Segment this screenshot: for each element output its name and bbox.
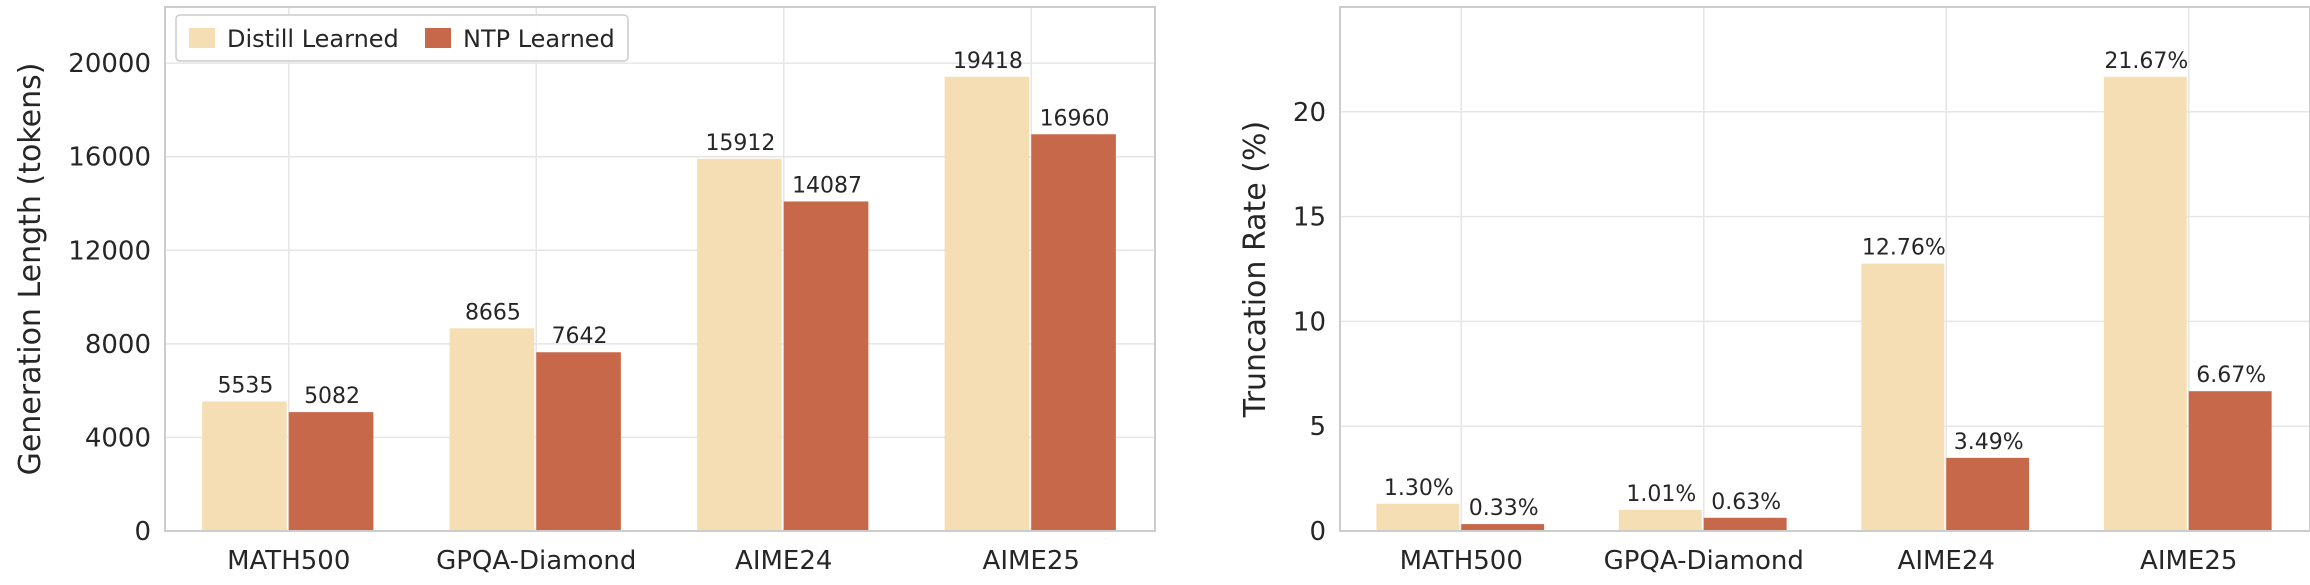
legend-box [175,14,629,62]
data-label: 3.49% [1954,430,2024,455]
y-tick-label: 20000 [68,49,151,79]
bar-distill-learned-gpqa-diamond [449,328,535,531]
bar-distill-learned-math500 [1376,503,1460,531]
legend-label-ntp: NTP Learned [463,25,615,53]
legend: Distill Learned NTP Learned [175,14,629,62]
data-label: 0.33% [1469,496,1539,521]
bar-ntp-learned-aime24 [783,201,869,531]
left-panel-generation-length: 0 4000 8000 12000 16000 20000 5535 8665 15912 194… [13,6,1156,576]
y-tick-label: 15 [1293,203,1326,233]
data-label: 15912 [705,131,775,156]
data-label: 0.63% [1711,490,1781,515]
data-label: 16960 [1040,106,1110,131]
x-tick-label: MATH500 [1400,546,1523,576]
y-tick-label: 12000 [68,236,151,266]
bar-distill-learned-aime25 [2103,76,2187,531]
right-panel-truncation-rate: 0 5 10 15 20 1.30% 1.01% 12.76% 21.67% 0.33% 0.63%… [1238,6,2310,576]
y-tick-label: 16000 [68,143,151,173]
bar-distill-learned-aime24 [697,158,782,531]
bar-ntp-learned-gpqa-diamond [1703,517,1787,531]
y-tick-label: 8000 [85,330,151,360]
x-tick-label: AIME25 [983,546,1080,576]
data-label: 5535 [217,374,273,399]
data-label: 19418 [953,49,1023,74]
y-tick-label: 0 [1309,517,1326,547]
legend-label-distill: Distill Learned [227,25,399,53]
bar-ntp-learned-aime24 [1946,457,2030,531]
data-label: 6.67% [2196,363,2266,388]
x-tick-label: GPQA-Diamond [436,546,636,576]
x-tick-label: AIME24 [1898,546,1995,576]
y-tick-label: 0 [134,517,151,547]
bar-ntp-learned-aime25 [2188,391,2272,531]
data-label: 21.67% [2104,49,2188,74]
x-tick-label: AIME24 [735,546,832,576]
x-tick-label: GPQA-Diamond [1604,546,1804,576]
y-tick-label: 4000 [85,423,151,453]
plot-frame [1339,6,2310,532]
legend-swatch-distill [189,28,215,48]
bar-ntp-learned-math500 [288,412,374,531]
data-label: 5082 [304,384,360,409]
data-label: 7642 [552,324,608,349]
y-axis-label: Generation Length (tokens) [13,63,48,476]
y-axis-label: Truncation Rate (%) [1238,121,1273,418]
bar-distill-learned-math500 [202,401,287,531]
data-label: 8665 [465,300,521,325]
y-tick-label: 5 [1309,412,1326,442]
bar-ntp-learned-aime25 [1031,134,1116,531]
plot-frame [164,6,1156,532]
y-tick-label: 20 [1293,98,1326,128]
data-label: 1.30% [1384,476,1454,501]
bar-distill-learned-aime25 [944,76,1030,531]
y-tick-label: 10 [1293,307,1326,337]
legend-swatch-ntp [425,28,451,48]
x-tick-label: MATH500 [227,546,350,576]
x-tick-label: AIME25 [2140,546,2237,576]
data-label: 12.76% [1862,236,1946,261]
data-label: 1.01% [1626,482,1696,507]
bar-ntp-learned-gpqa-diamond [536,352,621,531]
bar-distill-learned-gpqa-diamond [1618,509,1702,531]
bar-distill-learned-aime24 [1861,263,1945,531]
data-label: 14087 [792,173,862,198]
bar-ntp-learned-math500 [1461,524,1545,531]
